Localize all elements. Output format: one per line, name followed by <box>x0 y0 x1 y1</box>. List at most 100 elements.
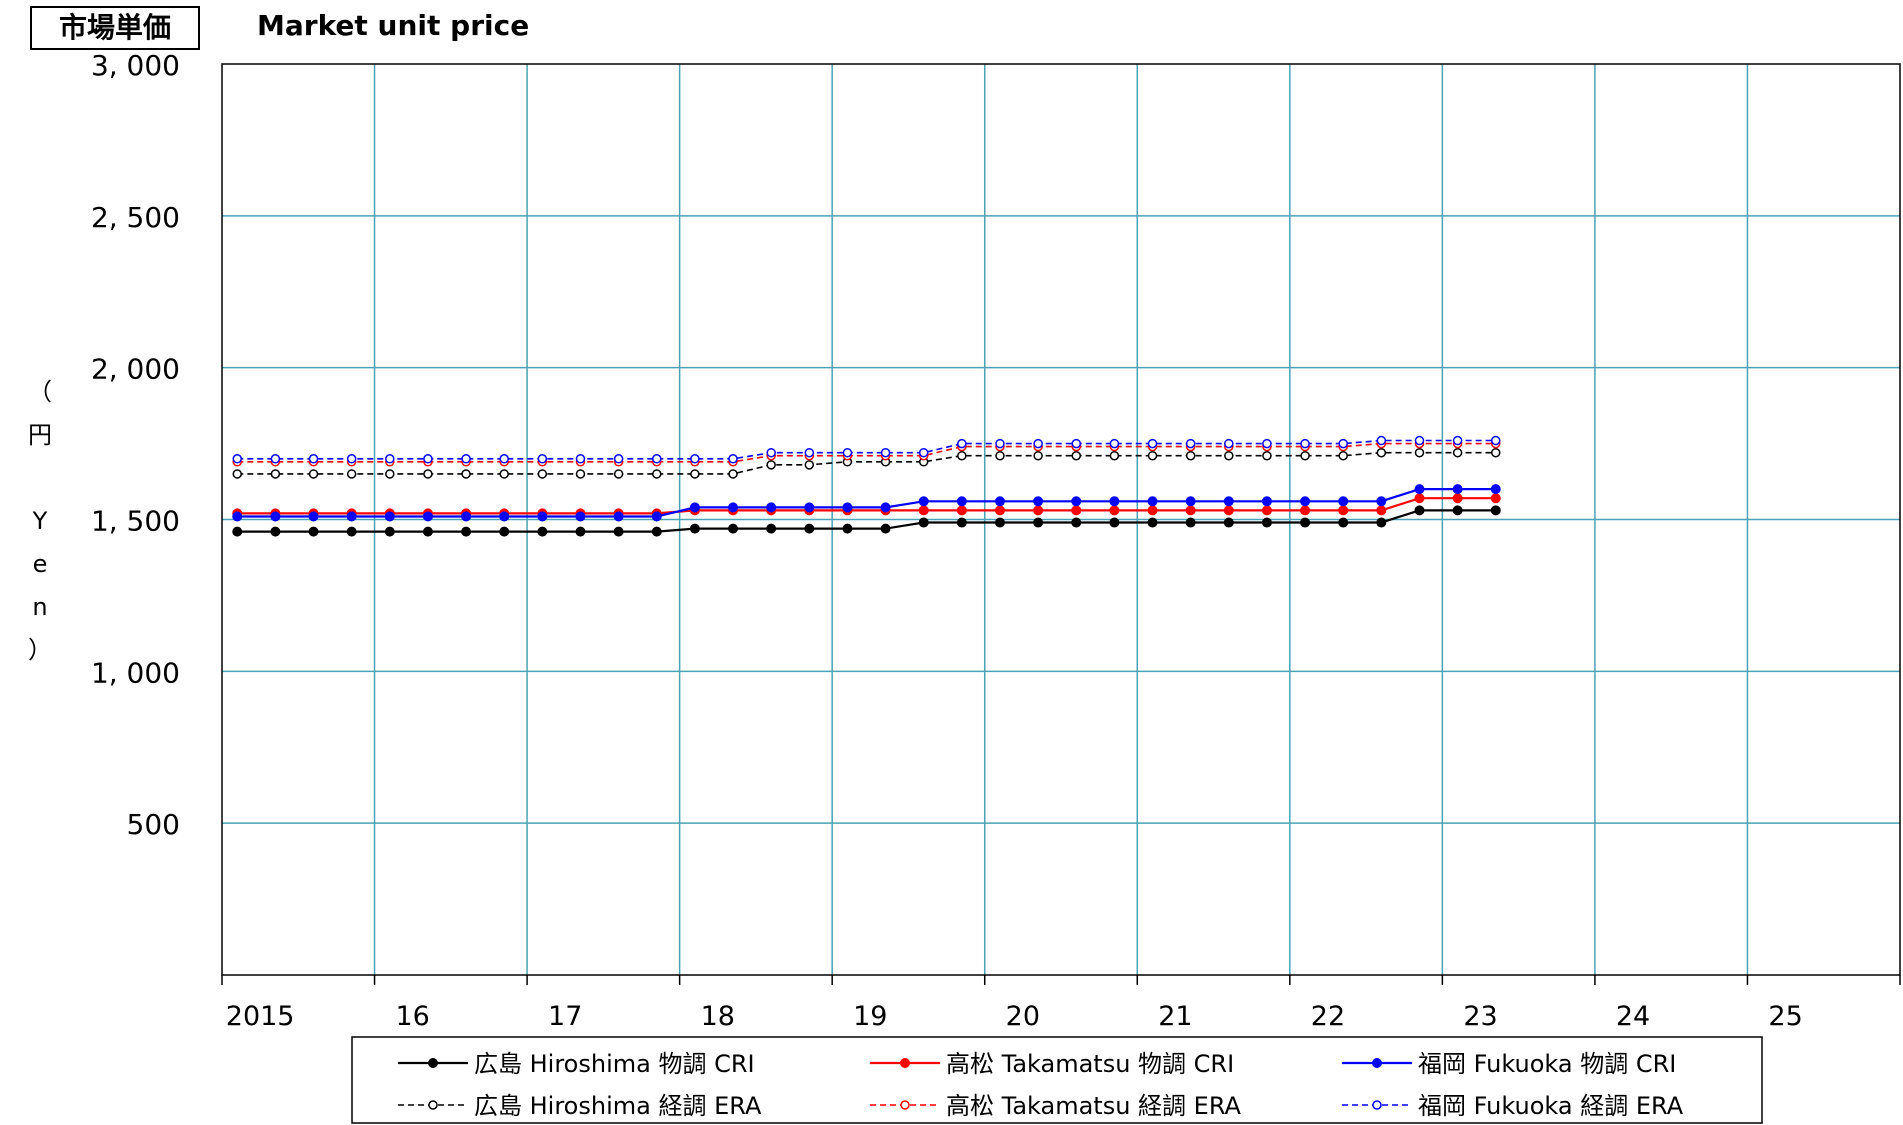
data-point <box>1147 505 1158 516</box>
data-point <box>918 447 929 458</box>
data-point <box>1223 517 1234 528</box>
data-point <box>346 526 357 537</box>
data-point <box>1376 496 1387 507</box>
legend-marker <box>1372 1100 1382 1110</box>
data-point <box>690 469 700 479</box>
y-tick-label: 2, 500 <box>91 201 180 234</box>
data-point <box>689 523 700 534</box>
y-tick-label: 3, 000 <box>91 49 180 82</box>
chart-header-jp: 市場単価 <box>30 6 200 50</box>
data-point <box>1185 505 1196 516</box>
y-axis-label-char: ） <box>28 636 52 664</box>
data-point <box>537 526 548 537</box>
data-point <box>842 523 853 534</box>
data-point <box>1071 505 1082 516</box>
data-point <box>804 460 815 470</box>
x-tick-label: 2015 <box>226 1001 295 1032</box>
data-point <box>1223 496 1234 507</box>
data-point <box>232 454 243 464</box>
legend-marker <box>900 1058 910 1068</box>
data-point <box>1300 438 1310 449</box>
data-point <box>1338 517 1349 528</box>
data-point <box>1185 517 1196 528</box>
data-point <box>1185 450 1196 461</box>
data-point <box>461 511 472 522</box>
data-point <box>1261 505 1272 516</box>
data-point <box>689 502 700 513</box>
data-point <box>1147 438 1158 449</box>
data-point <box>1376 447 1387 458</box>
data-point <box>613 454 624 464</box>
data-point <box>728 502 739 513</box>
data-point <box>880 523 891 534</box>
x-tick-label: 18 <box>701 1001 735 1032</box>
legend-label: 高松 Takamatsu 物調 CRI <box>946 1050 1234 1078</box>
y-axis-label-char: （ <box>28 378 52 406</box>
data-point <box>422 511 433 522</box>
x-tick-label: 20 <box>1006 1001 1040 1032</box>
data-point <box>308 454 319 464</box>
data-point <box>461 469 471 479</box>
data-point <box>1490 493 1501 504</box>
data-point <box>1261 517 1272 528</box>
data-point <box>842 502 853 513</box>
data-point <box>956 517 967 528</box>
data-point <box>728 469 738 479</box>
data-point <box>804 523 815 534</box>
x-tick-label: 16 <box>396 1001 430 1032</box>
data-point <box>1376 435 1387 446</box>
data-point <box>652 454 662 464</box>
data-point <box>690 454 700 464</box>
data-point <box>346 469 357 479</box>
data-point <box>1223 505 1234 516</box>
y-tick-label: 2, 000 <box>91 353 180 386</box>
data-point <box>1261 496 1272 507</box>
data-point <box>537 511 548 522</box>
x-tick-label: 21 <box>1158 1001 1192 1032</box>
data-point <box>842 447 853 458</box>
y-tick-label: 1, 000 <box>91 656 180 689</box>
data-point <box>1491 447 1501 458</box>
y-axis-label-char: Y <box>32 507 48 535</box>
series-line <box>237 497 1496 515</box>
legend-marker <box>1372 1058 1382 1068</box>
data-point <box>499 511 510 522</box>
data-point <box>423 469 433 479</box>
data-point <box>1224 450 1234 461</box>
legend-label: 福岡 Fukuoka 物調 CRI <box>1418 1050 1676 1078</box>
data-point <box>232 526 243 537</box>
data-point <box>1300 517 1311 528</box>
data-point <box>804 502 815 513</box>
data-point <box>499 454 509 464</box>
data-point <box>766 447 776 458</box>
data-point <box>651 526 662 537</box>
plot-frame <box>221 63 1901 976</box>
data-point <box>384 526 395 537</box>
data-point <box>270 454 281 464</box>
data-point <box>1452 447 1463 458</box>
data-point <box>766 460 776 470</box>
legend-marker <box>428 1058 438 1068</box>
data-point <box>880 502 891 513</box>
x-tick-label: 22 <box>1311 1001 1345 1032</box>
data-point <box>575 454 586 464</box>
legend-box <box>351 1036 1763 1124</box>
data-point <box>1414 435 1425 446</box>
data-point <box>994 505 1005 516</box>
data-point <box>1300 496 1311 507</box>
data-point <box>613 469 624 479</box>
legend-label: 高松 Takamatsu 経調 ERA <box>946 1092 1242 1120</box>
data-point <box>1071 496 1082 507</box>
data-point <box>1300 450 1310 461</box>
data-point <box>270 511 281 522</box>
data-point <box>613 526 624 537</box>
x-tick-label: 25 <box>1768 1001 1802 1032</box>
data-point <box>385 454 395 464</box>
data-point <box>1224 438 1234 449</box>
data-point <box>1071 450 1082 461</box>
data-point <box>1452 484 1463 495</box>
data-point <box>1414 493 1425 504</box>
data-point <box>499 469 509 479</box>
series-line <box>237 451 1496 475</box>
